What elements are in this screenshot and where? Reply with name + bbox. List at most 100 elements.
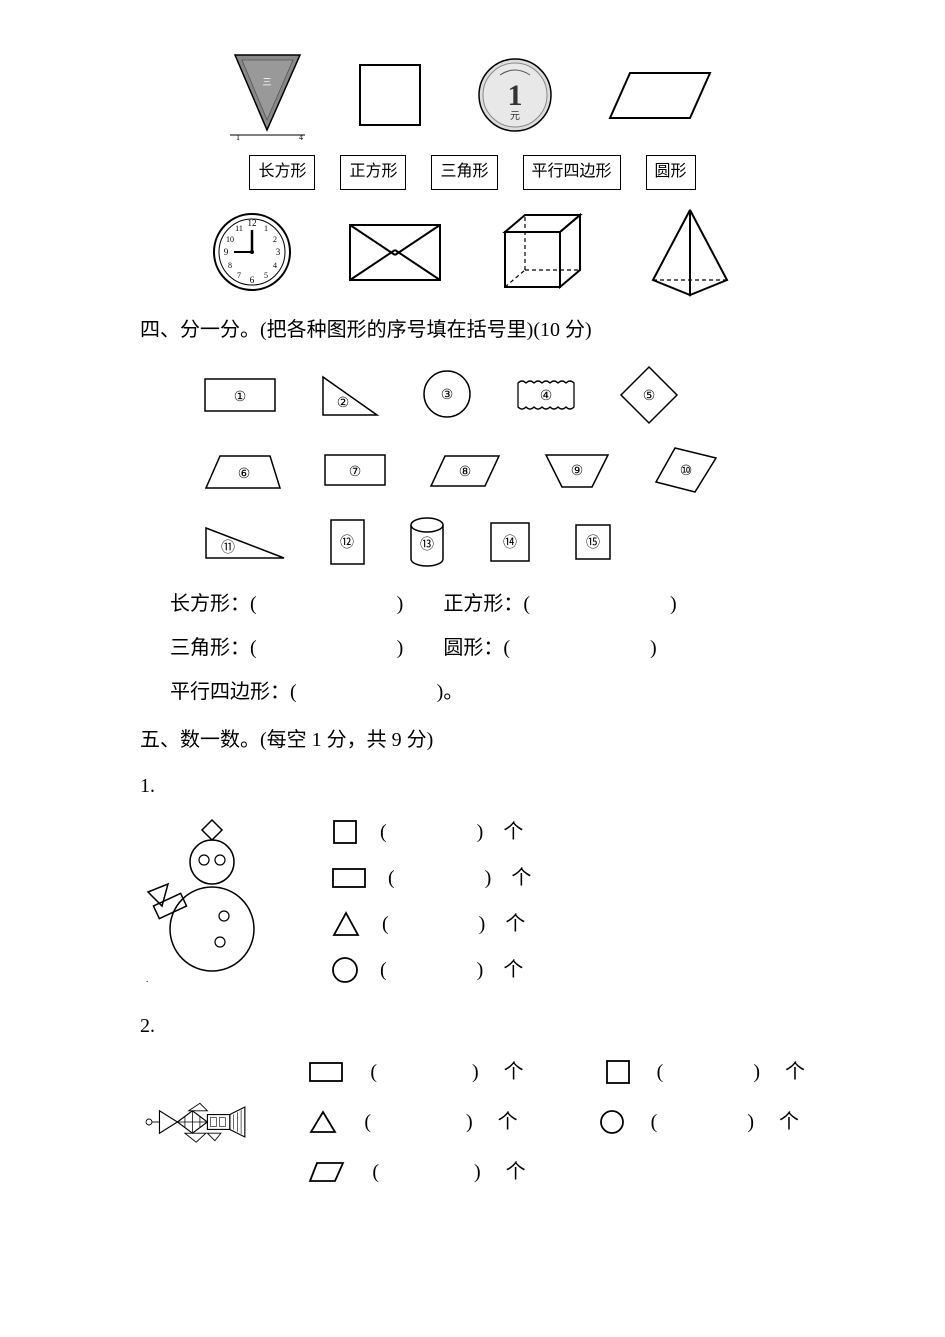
svg-text:元: 元 [510,111,520,122]
fish-figure [140,1087,267,1157]
svg-text:⑭: ⑭ [503,535,517,551]
svg-text:11: 11 [235,224,243,233]
svg-text:⑩: ⑩ [680,464,693,479]
svg-text:1: 1 [236,133,240,140]
shape-7-rect: ⑦ [320,449,390,491]
open: ( [382,906,389,942]
svg-text:3: 3 [276,247,281,257]
open: ( [364,1104,371,1140]
q4-title: 四、分一分。(把各种图形的序号填在括号里)(10 分) [140,312,805,348]
shape-14-square: ⑭ [485,517,535,567]
unit: 个 [505,906,525,942]
q4-rect-close: ) [397,593,404,615]
q4-square-close: ) [670,593,677,615]
svg-text:.: . [146,974,148,984]
unit: 个 [503,814,523,850]
unit: 个 [511,860,531,896]
svg-text:⑫: ⑫ [340,535,354,551]
close: ) [477,952,484,988]
svg-text:6: 6 [250,275,255,285]
icon-triangle [307,1108,339,1136]
shape-11-triangle: ⑪ [200,520,290,564]
close: ) [474,1154,481,1190]
q4-tri-label: 三角形：( [170,637,257,659]
label-square: 正方形 [340,155,406,190]
svg-text:⑦: ⑦ [349,465,362,480]
close: ) [472,1054,479,1090]
label-triangle: 三角形 [431,155,497,190]
clock-icon: 12 3 6 9 1 2 4 5 7 8 10 11 [210,210,295,295]
close: ) [753,1054,760,1090]
q4-shapes-grid: ① ② ③ ④ ⑤ ⑥ ⑦ ⑧ ⑨ ⑩ ⑪ ⑫ ⑬ ⑭ ⑮ [200,363,805,571]
svg-text:8: 8 [228,261,232,270]
close: ) [477,814,484,850]
svg-text:9: 9 [224,247,229,257]
unit: 个 [779,1104,799,1140]
icon-rect [307,1059,345,1085]
q4-tri-close: ) [397,637,404,659]
q4-circ-close: ) [650,637,657,659]
icon-circle [598,1108,626,1136]
shape-9-trapezoid: ⑨ [540,447,615,493]
shape-12-rect-tall: ⑫ [325,514,370,570]
svg-text:③: ③ [441,388,454,403]
svg-text:10: 10 [226,235,234,244]
shape-13-cylinder: ⑬ [405,513,450,571]
q4-answers-row1: 长方形：() 正方形：() [170,586,805,622]
open: ( [388,860,395,896]
shape-2-triangle: ② [315,369,385,421]
open: ( [370,1054,377,1090]
close: ) [466,1104,473,1140]
svg-text:⑧: ⑧ [459,465,472,480]
svg-text:①: ① [234,390,247,405]
label-rect: 长方形 [249,155,315,190]
svg-text:7: 7 [237,271,241,280]
svg-text:④: ④ [540,389,553,404]
svg-text:1: 1 [264,224,268,233]
q5-item1: 1. [140,768,805,804]
parallelogram-outline [605,68,715,123]
q5-title: 五、数一数。(每空 1 分，共 9 分) [140,722,805,758]
icon-circle [330,955,360,985]
shape-6-trapezoid: ⑥ [200,446,285,494]
open: ( [651,1104,658,1140]
top-shapes-row-2: 12 3 6 9 1 2 4 5 7 8 10 11 [140,205,805,300]
svg-text:⑥: ⑥ [238,467,251,482]
svg-text:4: 4 [299,133,303,140]
shape-1-rect: ① [200,371,280,419]
svg-text:12: 12 [248,218,257,228]
icon-triangle [330,909,362,939]
shape-4-stamp: ④ [510,371,582,419]
shape-10-parallelogram: ⑩ [650,442,722,498]
open: ( [380,952,387,988]
q5-item2: 2. [140,1008,805,1044]
svg-text:三: 三 [262,77,271,87]
close: ) [485,860,492,896]
svg-text:⑪: ⑪ [221,540,235,556]
q4-circ-label: 圆形：( [443,637,510,659]
q4-answers-row2: 三角形：() 圆形：() [170,630,805,666]
label-parallelogram: 平行四边形 [523,155,621,190]
svg-text:⑤: ⑤ [643,389,656,404]
q5-1-content: . () 个 () 个 () 个 () 个 [140,814,805,988]
svg-text:⑨: ⑨ [571,464,584,479]
svg-text:5: 5 [264,271,268,280]
svg-text:⑮: ⑮ [586,535,600,551]
unit: 个 [504,1054,524,1090]
top-label-row: 长方形 正方形 三角形 平行四边形 圆形 [140,155,805,190]
close: ) [479,906,486,942]
shape-5-diamond: ⑤ [617,363,681,427]
tetrahedron-icon [645,205,735,300]
square-outline [355,60,425,130]
q5-2-content: () 个 () 个 () 个 () 个 () 个 [140,1054,805,1190]
shape-3-circle: ③ [420,367,475,422]
icon-parallelogram [307,1159,347,1185]
q4-para-label: 平行四边形：( [170,681,297,703]
coin-one-yuan: 1 元 [475,55,555,135]
q4-square-label: 正方形：( [443,593,530,615]
open: ( [372,1154,379,1190]
q4-para-close: )。 [437,681,464,703]
unit: 个 [785,1054,805,1090]
envelope-icon [345,220,445,285]
open: ( [380,814,387,850]
